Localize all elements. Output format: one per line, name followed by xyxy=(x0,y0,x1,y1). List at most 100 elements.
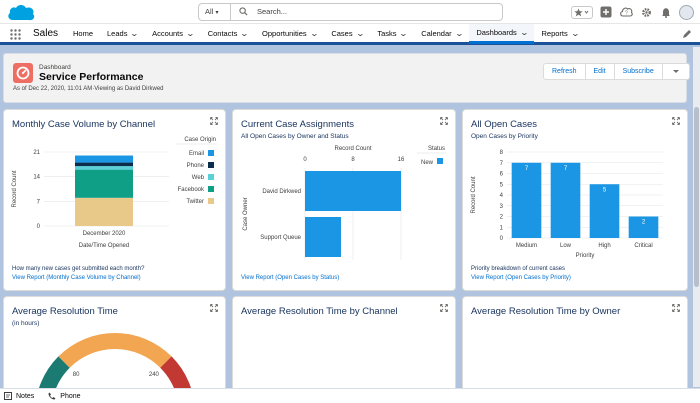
expand-icon[interactable] xyxy=(672,304,680,312)
help-icon[interactable]: ? xyxy=(619,5,633,19)
chevron-down-icon[interactable]: ⌄ xyxy=(399,29,409,38)
expand-icon[interactable] xyxy=(440,117,448,125)
legend-title: Status xyxy=(428,146,445,152)
y-tick-label: 6 xyxy=(500,172,504,178)
page-scrollbar[interactable] xyxy=(693,47,700,387)
card-subtitle: (in hours) xyxy=(12,320,40,327)
gauge-tick-label: 80 xyxy=(73,372,80,378)
page-title: Service Performance xyxy=(39,71,144,83)
x-axis-title: Date/Time Opened xyxy=(79,243,129,249)
card-title: All Open Cases xyxy=(471,119,538,130)
data-label: 7 xyxy=(525,166,529,172)
x-tick-label: December 2020 xyxy=(83,231,126,237)
notes-utility[interactable]: Notes xyxy=(4,392,34,400)
bar-segment-facebook xyxy=(75,169,133,198)
header-actions: Refresh Edit Subscribe xyxy=(543,63,690,80)
expand-icon[interactable] xyxy=(440,304,448,312)
tab-contacts[interactable]: Contacts ⌄ xyxy=(201,24,255,44)
edit-nav-pencil-icon[interactable] xyxy=(682,29,692,39)
bar-david-dirkwed xyxy=(305,171,401,211)
chevron-down-icon[interactable]: ⌄ xyxy=(239,29,250,38)
y-tick-label: 0 xyxy=(37,224,41,230)
bar-high xyxy=(589,184,620,238)
legend-swatch-email xyxy=(208,150,214,156)
x-tick-label: High xyxy=(598,243,610,249)
tab-tasks[interactable]: Tasks ⌄ xyxy=(370,24,414,44)
x-axis-title: Priority xyxy=(576,253,595,259)
tab-accounts[interactable]: Accounts ⌄ xyxy=(145,24,201,44)
avg-resolution-by-owner-card: Average Resolution Time by Owner xyxy=(462,296,688,391)
y-tick-label: 1 xyxy=(500,225,504,231)
tab-opportunities[interactable]: Opportunities ⌄ xyxy=(255,24,324,44)
favorites-star-icon[interactable] xyxy=(571,5,593,19)
tab-label: Contacts xyxy=(207,29,238,38)
dashboard-timestamp: As of Dec 22, 2020, 11:01 AM·Viewing as … xyxy=(13,86,164,92)
y-tick-label: 4 xyxy=(500,193,504,199)
legend-label-twitter: Twitter xyxy=(186,199,204,205)
legend-swatch-twitter xyxy=(208,198,214,204)
view-report-link[interactable]: View Report (Monthly Case Volume by Chan… xyxy=(12,275,141,281)
subscribe-button[interactable]: Subscribe xyxy=(615,64,663,79)
add-icon[interactable] xyxy=(599,5,613,19)
legend-swatch-new xyxy=(437,158,443,164)
refresh-button[interactable]: Refresh xyxy=(544,64,586,79)
legend-label-new: New xyxy=(421,160,434,166)
bar-segment-twitter xyxy=(75,197,133,226)
gauge-band-2 xyxy=(160,356,192,389)
card-footer-text: Priority breakdown of current cases xyxy=(471,266,566,272)
card-footer-text: How many new cases get submitted each mo… xyxy=(12,266,145,272)
chevron-down-icon[interactable]: ⌄ xyxy=(355,29,365,38)
edit-button[interactable]: Edit xyxy=(586,64,615,79)
app-name: Sales xyxy=(33,28,59,39)
user-avatar[interactable] xyxy=(679,4,694,20)
more-actions-button[interactable] xyxy=(663,64,689,79)
legend-swatch-web xyxy=(208,174,214,180)
card-title: Current Case Assignments xyxy=(241,119,354,130)
tab-label: Tasks xyxy=(377,29,397,38)
dashboard-header: Dashboard Service Performance As of Dec … xyxy=(3,53,690,103)
data-label: 2 xyxy=(642,220,646,226)
resolution-time-gauge: 80240320 xyxy=(38,333,192,389)
phone-utility[interactable]: Phone xyxy=(48,392,81,400)
view-report-link[interactable]: View Report (Open Cases by Status) xyxy=(241,275,340,281)
expand-icon[interactable] xyxy=(210,304,218,312)
view-report-link[interactable]: View Report (Open Cases by Priority) xyxy=(471,275,571,281)
tab-leads[interactable]: Leads ⌄ xyxy=(100,24,145,44)
chevron-down-icon[interactable]: ⌄ xyxy=(130,29,140,38)
tab-label: Dashboards xyxy=(476,28,517,37)
x-tick-label: 8 xyxy=(351,157,355,163)
search-input[interactable]: Search... xyxy=(257,7,288,16)
legend-label-web: Web xyxy=(192,175,205,181)
chevron-down-icon[interactable]: ⌄ xyxy=(185,29,196,38)
tab-label: Opportunities xyxy=(262,29,307,38)
tab-dashboards[interactable]: Dashboards ⌄ xyxy=(469,24,535,44)
legend-label-phone: Phone xyxy=(187,163,205,169)
expand-icon[interactable] xyxy=(210,117,218,125)
app-launcher-icon[interactable] xyxy=(10,29,21,40)
chevron-down-icon xyxy=(672,70,679,73)
tab-label: Home xyxy=(73,29,94,38)
tab-home[interactable]: Home xyxy=(66,24,100,44)
global-search[interactable]: All ▾ Search... xyxy=(198,3,503,21)
expand-icon[interactable] xyxy=(672,117,680,125)
gauge-tick-label: 240 xyxy=(149,372,160,378)
tab-cases[interactable]: Cases ⌄ xyxy=(324,24,370,44)
tab-reports[interactable]: Reports ⌄ xyxy=(534,24,585,44)
avg-resolution-by-channel-card: Average Resolution Time by Channel xyxy=(232,296,456,391)
global-header: All ▾ Search... ? xyxy=(0,0,700,24)
search-scope-select[interactable]: All ▾ xyxy=(199,4,231,20)
chevron-down-icon[interactable]: ⌄ xyxy=(309,29,319,38)
y-tick-label: 0 xyxy=(500,236,504,242)
salesforce-cloud-logo[interactable] xyxy=(6,3,36,22)
case-assignments-chart: Record Count 0 8 16 Case Owner David Dirkwed S… xyxy=(243,146,446,260)
legend-label-facebook: Facebook xyxy=(178,187,205,193)
chevron-down-icon[interactable]: ⌄ xyxy=(519,28,529,37)
tab-calendar[interactable]: Calendar ⌄ xyxy=(414,24,469,44)
y-axis-title: Case Owner xyxy=(243,197,249,230)
setup-gear-icon[interactable] xyxy=(639,5,653,19)
card-title: Average Resolution Time by Channel xyxy=(241,306,398,317)
scrollbar-thumb[interactable] xyxy=(694,107,699,287)
chevron-down-icon[interactable]: ⌄ xyxy=(570,29,580,38)
notification-bell-icon[interactable] xyxy=(659,5,673,19)
chevron-down-icon[interactable]: ⌄ xyxy=(454,29,464,38)
